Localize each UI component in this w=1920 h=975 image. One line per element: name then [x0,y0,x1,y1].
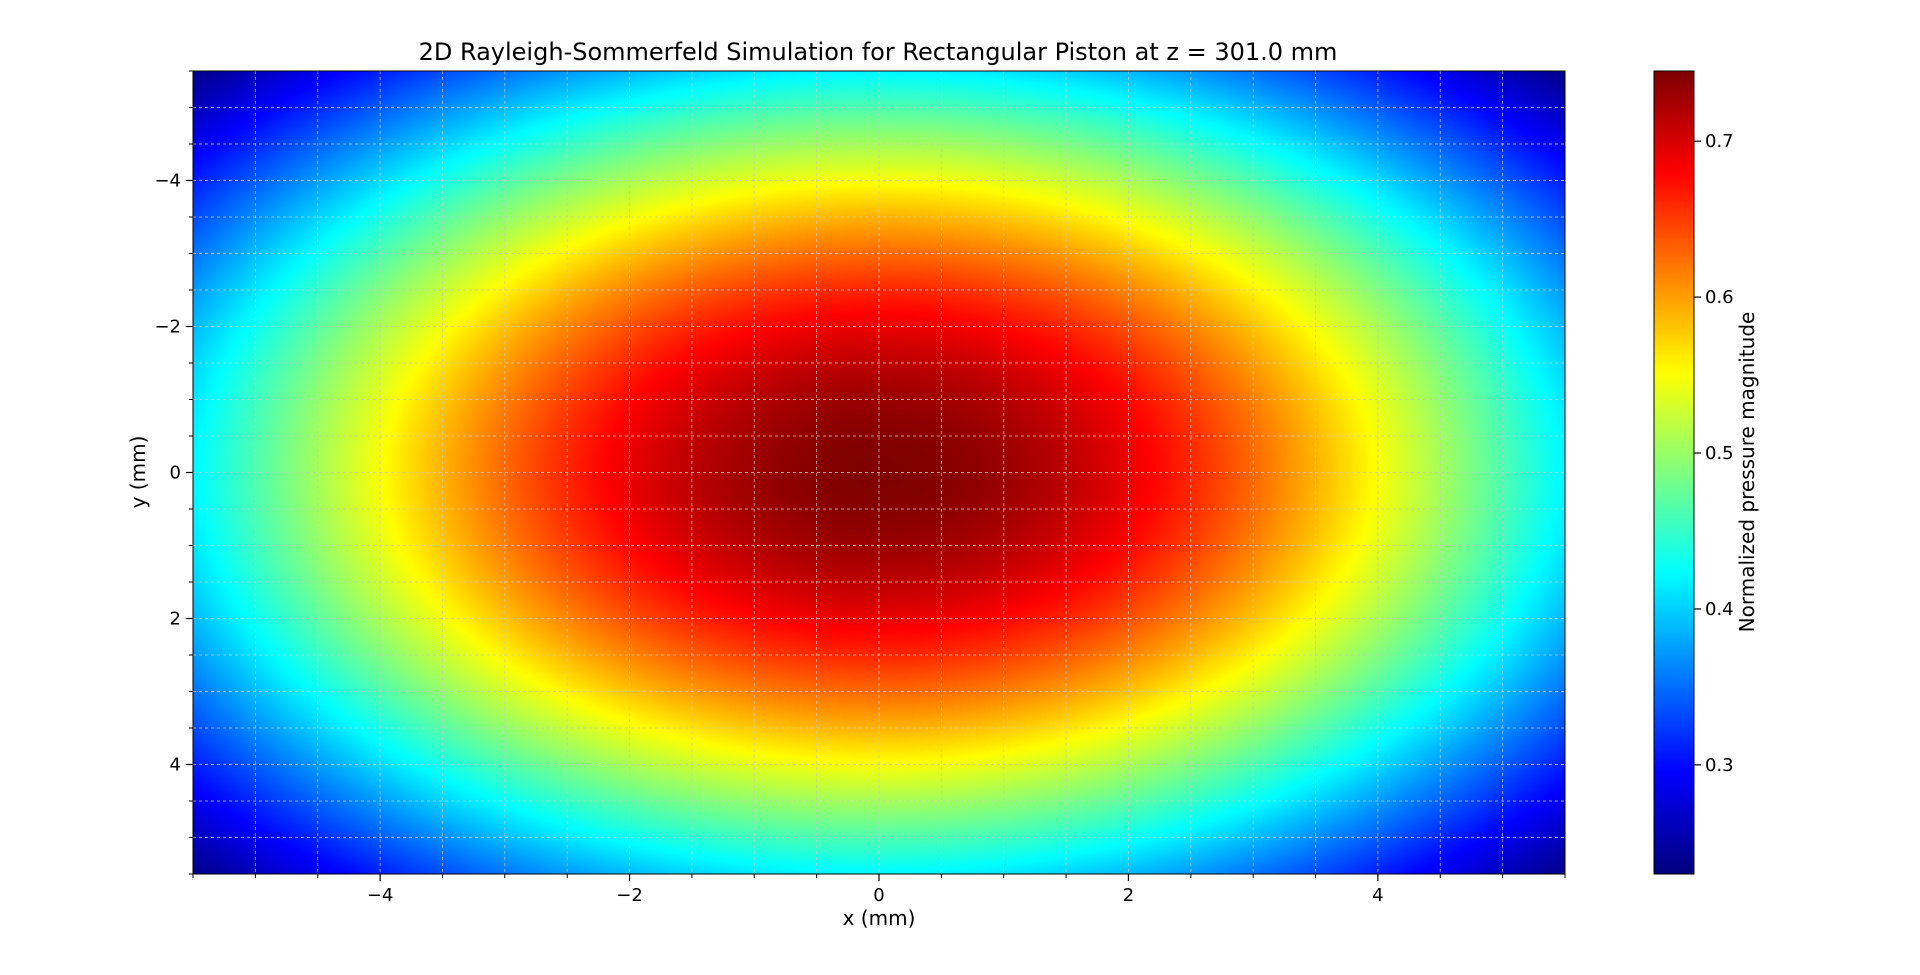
colorbar-ticks: 0.3 0.4 0.5 0.6 0.7 [1694,131,1734,776]
x-tick-label: 4 [1372,885,1383,906]
colorbar-frame [1653,70,1695,875]
colorbar-tick-label: 0.4 [1705,599,1734,620]
y-tick-label: 4 [170,755,181,776]
y-tick-label: −2 [154,317,181,338]
colorbar-image [1654,71,1694,874]
colorbar-label: Normalized pressure magnitude [1735,312,1759,633]
y-axis: −4 −2 0 2 4 [154,70,193,875]
y-tick-label: 0 [170,463,181,484]
colorbar-tick-label: 0.6 [1705,287,1734,308]
x-tick-label: −2 [616,885,643,906]
colorbar-tick-label: 0.7 [1705,131,1734,152]
colorbar-tick-label: 0.5 [1705,443,1734,464]
y-tick-label: −4 [154,171,181,192]
chart-title: 2D Rayleigh-Sommerfeld Simulation for Re… [419,38,1338,66]
y-tick-label: 2 [170,609,181,630]
x-axis-label: x (mm) [843,906,916,930]
heatmap-area [192,70,1566,875]
x-tick-label: 2 [1123,885,1134,906]
colorbar: 0.3 0.4 0.5 0.6 0.7 [1653,70,1734,875]
x-tick-label: 0 [873,885,884,906]
x-tick-label: −4 [367,885,394,906]
x-axis: −4 −2 0 2 4 [192,874,1566,906]
colorbar-tick-label: 0.3 [1705,755,1734,776]
y-axis-label: y (mm) [126,436,150,509]
